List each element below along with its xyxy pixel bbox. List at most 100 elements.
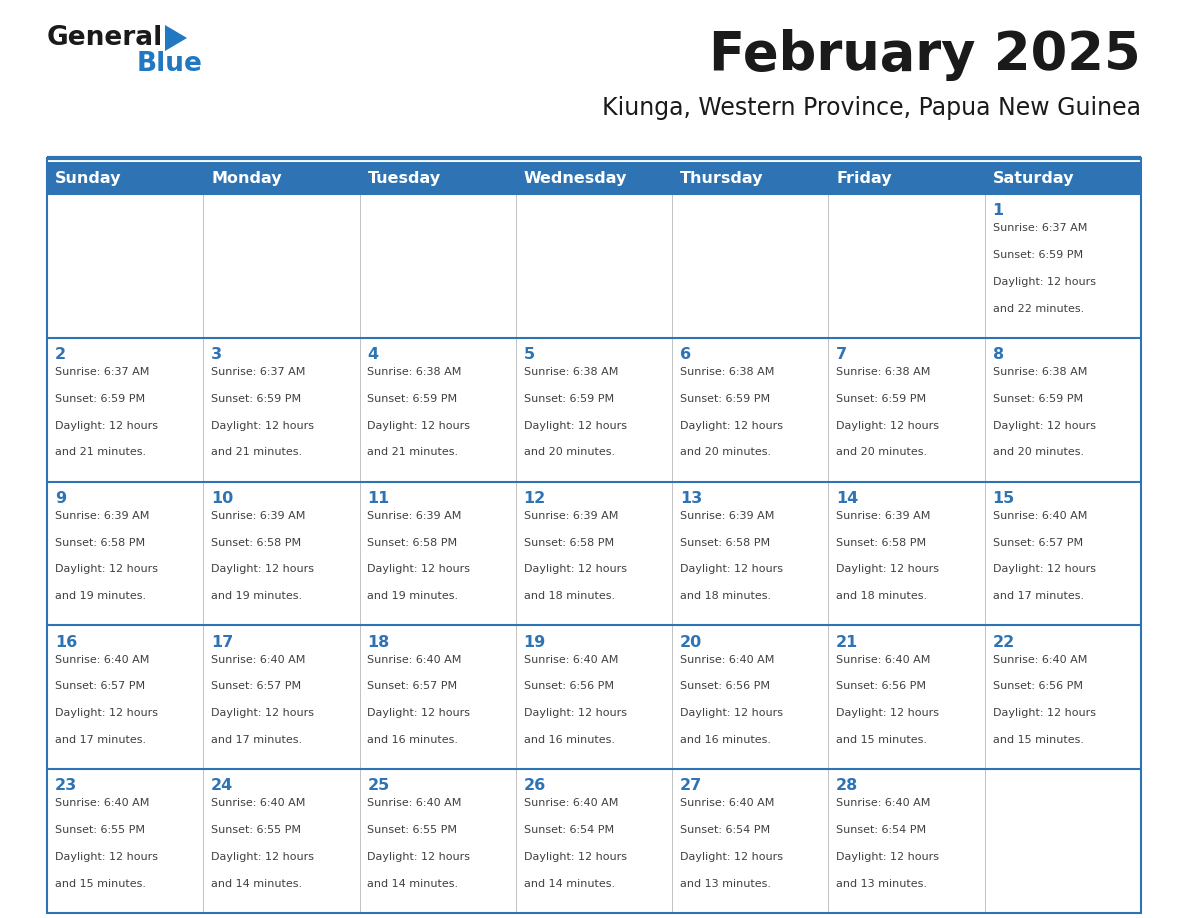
Bar bbox=[985, 769, 1140, 913]
Text: Sunrise: 6:37 AM: Sunrise: 6:37 AM bbox=[211, 367, 305, 377]
Text: 21: 21 bbox=[836, 634, 859, 650]
Bar bbox=[985, 625, 1140, 769]
Text: 26: 26 bbox=[524, 778, 546, 793]
Text: Daylight: 12 hours: Daylight: 12 hours bbox=[836, 852, 940, 862]
Text: Daylight: 12 hours: Daylight: 12 hours bbox=[211, 852, 314, 862]
Bar bbox=[48, 194, 203, 338]
Text: Sunrise: 6:37 AM: Sunrise: 6:37 AM bbox=[55, 367, 150, 377]
Bar bbox=[48, 769, 203, 913]
Text: Daylight: 12 hours: Daylight: 12 hours bbox=[524, 420, 627, 431]
Bar bbox=[203, 162, 360, 194]
Bar bbox=[48, 338, 203, 482]
Text: 13: 13 bbox=[680, 491, 702, 506]
Text: and 18 minutes.: and 18 minutes. bbox=[836, 591, 928, 601]
Text: Sunrise: 6:38 AM: Sunrise: 6:38 AM bbox=[836, 367, 930, 377]
Text: and 17 minutes.: and 17 minutes. bbox=[992, 591, 1083, 601]
Bar bbox=[828, 194, 985, 338]
Text: Daylight: 12 hours: Daylight: 12 hours bbox=[836, 420, 940, 431]
Text: Sunrise: 6:40 AM: Sunrise: 6:40 AM bbox=[524, 655, 618, 665]
Text: 5: 5 bbox=[524, 347, 535, 362]
Text: Daylight: 12 hours: Daylight: 12 hours bbox=[680, 420, 783, 431]
Bar bbox=[203, 194, 360, 338]
Text: Friday: Friday bbox=[836, 171, 892, 185]
Bar bbox=[516, 769, 672, 913]
Text: and 15 minutes.: and 15 minutes. bbox=[55, 879, 146, 889]
Text: and 18 minutes.: and 18 minutes. bbox=[680, 591, 771, 601]
Text: 3: 3 bbox=[211, 347, 222, 362]
Text: Sunset: 6:56 PM: Sunset: 6:56 PM bbox=[836, 681, 927, 691]
Text: Sunset: 6:58 PM: Sunset: 6:58 PM bbox=[211, 538, 302, 548]
Text: Sunrise: 6:38 AM: Sunrise: 6:38 AM bbox=[992, 367, 1087, 377]
Text: 12: 12 bbox=[524, 491, 546, 506]
Text: Sunrise: 6:39 AM: Sunrise: 6:39 AM bbox=[367, 510, 462, 521]
Text: Daylight: 12 hours: Daylight: 12 hours bbox=[992, 565, 1095, 575]
Text: and 15 minutes.: and 15 minutes. bbox=[992, 735, 1083, 745]
Text: Sunset: 6:54 PM: Sunset: 6:54 PM bbox=[836, 825, 927, 835]
Text: and 19 minutes.: and 19 minutes. bbox=[55, 591, 146, 601]
Text: and 16 minutes.: and 16 minutes. bbox=[367, 735, 459, 745]
Bar bbox=[516, 194, 672, 338]
Text: Daylight: 12 hours: Daylight: 12 hours bbox=[55, 565, 158, 575]
Text: Sunrise: 6:40 AM: Sunrise: 6:40 AM bbox=[992, 655, 1087, 665]
Bar bbox=[360, 625, 516, 769]
Text: 7: 7 bbox=[836, 347, 847, 362]
Text: Sunset: 6:59 PM: Sunset: 6:59 PM bbox=[992, 250, 1082, 260]
Text: and 20 minutes.: and 20 minutes. bbox=[992, 447, 1083, 457]
Text: and 21 minutes.: and 21 minutes. bbox=[367, 447, 459, 457]
Text: Sunset: 6:59 PM: Sunset: 6:59 PM bbox=[836, 394, 927, 404]
Text: 1: 1 bbox=[992, 203, 1004, 218]
Text: Sunrise: 6:39 AM: Sunrise: 6:39 AM bbox=[836, 510, 930, 521]
Text: Sunset: 6:57 PM: Sunset: 6:57 PM bbox=[992, 538, 1082, 548]
Text: and 18 minutes.: and 18 minutes. bbox=[524, 591, 615, 601]
Bar bbox=[672, 194, 828, 338]
Text: Sunrise: 6:40 AM: Sunrise: 6:40 AM bbox=[680, 655, 775, 665]
Text: Sunset: 6:55 PM: Sunset: 6:55 PM bbox=[367, 825, 457, 835]
Text: and 17 minutes.: and 17 minutes. bbox=[211, 735, 302, 745]
Text: and 14 minutes.: and 14 minutes. bbox=[524, 879, 615, 889]
Text: and 20 minutes.: and 20 minutes. bbox=[524, 447, 615, 457]
Text: Sunset: 6:59 PM: Sunset: 6:59 PM bbox=[55, 394, 145, 404]
Text: 28: 28 bbox=[836, 778, 859, 793]
Text: Wednesday: Wednesday bbox=[524, 171, 627, 185]
Bar bbox=[985, 194, 1140, 338]
Text: 19: 19 bbox=[524, 634, 546, 650]
Text: Daylight: 12 hours: Daylight: 12 hours bbox=[211, 708, 314, 718]
Text: Sunset: 6:56 PM: Sunset: 6:56 PM bbox=[992, 681, 1082, 691]
Text: Sunset: 6:54 PM: Sunset: 6:54 PM bbox=[524, 825, 614, 835]
Text: and 14 minutes.: and 14 minutes. bbox=[211, 879, 302, 889]
Text: Sunrise: 6:40 AM: Sunrise: 6:40 AM bbox=[55, 655, 150, 665]
Text: and 13 minutes.: and 13 minutes. bbox=[836, 879, 928, 889]
Text: Sunset: 6:55 PM: Sunset: 6:55 PM bbox=[55, 825, 145, 835]
Bar bbox=[203, 338, 360, 482]
Text: Sunrise: 6:40 AM: Sunrise: 6:40 AM bbox=[55, 799, 150, 809]
Bar bbox=[360, 194, 516, 338]
Text: Daylight: 12 hours: Daylight: 12 hours bbox=[211, 420, 314, 431]
Text: 4: 4 bbox=[367, 347, 379, 362]
Text: Sunrise: 6:39 AM: Sunrise: 6:39 AM bbox=[524, 510, 618, 521]
Text: Sunset: 6:57 PM: Sunset: 6:57 PM bbox=[55, 681, 145, 691]
Bar bbox=[203, 769, 360, 913]
Bar bbox=[828, 162, 985, 194]
Bar bbox=[828, 625, 985, 769]
Text: General: General bbox=[48, 25, 163, 51]
Text: Sunrise: 6:38 AM: Sunrise: 6:38 AM bbox=[680, 367, 775, 377]
Text: Daylight: 12 hours: Daylight: 12 hours bbox=[524, 565, 627, 575]
Text: Daylight: 12 hours: Daylight: 12 hours bbox=[836, 565, 940, 575]
Text: Sunrise: 6:40 AM: Sunrise: 6:40 AM bbox=[211, 655, 305, 665]
Text: and 16 minutes.: and 16 minutes. bbox=[524, 735, 614, 745]
Text: 6: 6 bbox=[680, 347, 691, 362]
Bar bbox=[360, 482, 516, 625]
Text: 27: 27 bbox=[680, 778, 702, 793]
Bar bbox=[360, 162, 516, 194]
Text: 24: 24 bbox=[211, 778, 233, 793]
Text: Sunrise: 6:40 AM: Sunrise: 6:40 AM bbox=[836, 799, 930, 809]
Text: Sunrise: 6:40 AM: Sunrise: 6:40 AM bbox=[524, 799, 618, 809]
Text: 11: 11 bbox=[367, 491, 390, 506]
Text: and 15 minutes.: and 15 minutes. bbox=[836, 735, 928, 745]
Text: 16: 16 bbox=[55, 634, 77, 650]
Bar bbox=[48, 625, 203, 769]
Text: 25: 25 bbox=[367, 778, 390, 793]
Bar bbox=[828, 482, 985, 625]
Text: Daylight: 12 hours: Daylight: 12 hours bbox=[55, 708, 158, 718]
Polygon shape bbox=[165, 25, 187, 51]
